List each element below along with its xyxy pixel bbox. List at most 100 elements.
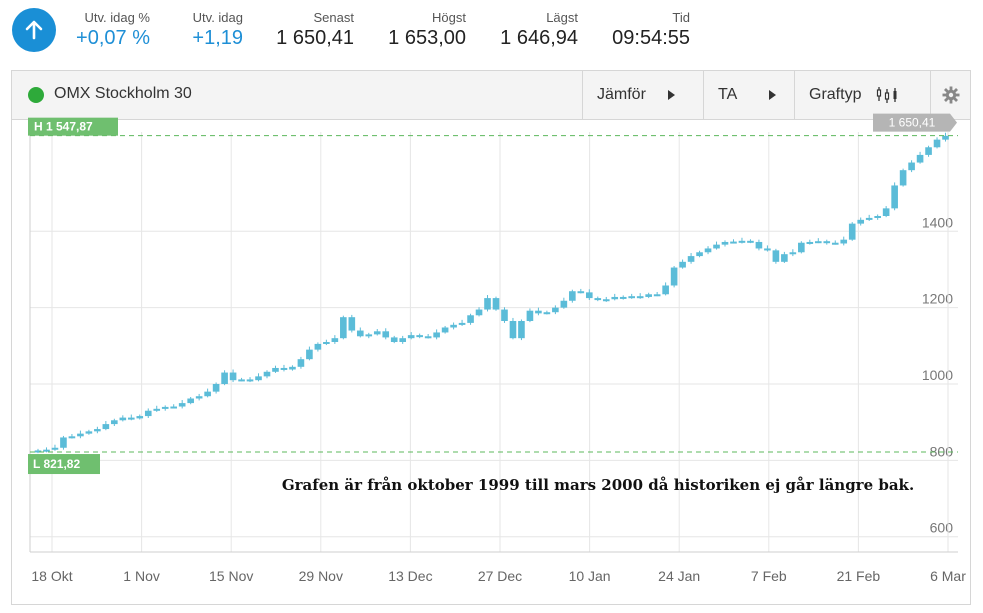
candle-body [238, 379, 245, 382]
candle-body [662, 285, 669, 295]
compare-label: Jämför [597, 86, 646, 103]
candle-body [501, 309, 508, 321]
candle-body [68, 436, 76, 439]
x-tick-label: 29 Nov [299, 568, 343, 584]
stat-change: Utv. idag +1,19 [170, 10, 243, 50]
x-tick-label: 21 Feb [837, 568, 881, 584]
candle-body [34, 450, 42, 453]
ta-button[interactable]: TA [703, 71, 794, 119]
candle-body [916, 154, 924, 163]
candle-body [458, 322, 466, 325]
compare-button[interactable]: Jämför [582, 71, 703, 119]
candle-body [789, 252, 797, 255]
candle-body [111, 420, 118, 425]
candle-body [891, 185, 898, 209]
candle-body [543, 312, 551, 315]
candle-body [51, 447, 59, 450]
stat-time: Tid 09:54:55 [598, 10, 690, 50]
candle-body [602, 299, 610, 302]
y-tick-label: 1200 [922, 291, 953, 307]
candle-body [204, 391, 211, 397]
candle-body [272, 367, 279, 372]
candle-body [509, 321, 517, 339]
instrument-name: OMX Stockholm 30 [54, 85, 192, 102]
candle-body [280, 367, 288, 370]
chart-annotation: Grafen är från oktober 1999 till mars 20… [282, 476, 914, 494]
candle-body [840, 239, 848, 244]
ta-label: TA [718, 86, 738, 103]
candle-body [747, 240, 754, 243]
candle-body [730, 241, 737, 244]
chart-type-label: Graftyp [809, 86, 862, 103]
x-tick-label: 15 Nov [209, 568, 253, 584]
high-label: H 1 547,87 [34, 120, 93, 134]
candle-body [645, 294, 652, 297]
chart-type-button[interactable]: Graftyp [794, 71, 930, 119]
stat-value: 1 653,00 [388, 27, 466, 49]
candle-body [653, 294, 661, 297]
candle-body [806, 241, 814, 244]
candle-body [467, 315, 474, 323]
stat-value: +0,07 % [76, 27, 150, 49]
x-tick-label: 1 Nov [123, 568, 160, 584]
candle-body [865, 217, 873, 220]
caret-right-icon [667, 90, 675, 100]
stat-last: Senast 1 650,41 [262, 10, 354, 50]
low-label-box [28, 454, 100, 475]
trend-up-button[interactable] [12, 8, 56, 52]
candle-body [908, 162, 915, 171]
candle-body [323, 342, 330, 344]
candle-body [314, 343, 322, 350]
candle-body [569, 291, 576, 301]
candle-body [492, 298, 500, 310]
candle-body [526, 310, 534, 321]
settings-button[interactable] [930, 71, 970, 119]
candle-body [85, 431, 93, 434]
y-tick-label: 800 [930, 443, 954, 459]
candle-body [577, 291, 585, 294]
candle-body [857, 219, 865, 224]
candle-body [585, 292, 593, 299]
candle-body [764, 248, 771, 251]
x-tick-label: 10 Jan [569, 568, 611, 584]
candle-body [399, 338, 407, 342]
candle-body [848, 223, 856, 240]
low-label: L 821,82 [33, 457, 80, 471]
stat-value: 09:54:55 [612, 27, 690, 49]
quote-header: Utv. idag % +0,07 % Utv. idag +1,19 Sena… [0, 0, 983, 62]
x-tick-label: 7 Feb [751, 568, 787, 584]
candle-body [772, 250, 780, 262]
candle-body [187, 398, 194, 404]
candle-body [297, 359, 305, 367]
candle-body [679, 261, 686, 268]
status-dot [28, 87, 44, 103]
stat-label: Utv. idag % [84, 10, 150, 25]
candle-body [611, 296, 619, 300]
candle-body [560, 300, 568, 308]
candle-body [628, 296, 636, 299]
candle-body [552, 307, 559, 313]
candle-body [178, 403, 186, 407]
y-tick-label: 600 [930, 520, 954, 536]
candle-body [882, 208, 890, 216]
candle-body [484, 298, 491, 310]
high-label-box [28, 117, 118, 136]
candle-body [424, 336, 432, 339]
candle-body [229, 372, 237, 381]
candle-body [221, 372, 228, 384]
candle-body [933, 139, 941, 148]
candle-body [899, 170, 907, 186]
candle-body [713, 244, 720, 249]
x-tick-label: 24 Jan [658, 568, 700, 584]
candle-body [390, 337, 398, 342]
stat-label: Tid [672, 10, 690, 25]
candle-body [348, 317, 356, 331]
candle-body [102, 424, 110, 430]
candle-body [755, 241, 763, 249]
stat-label: Lägst [546, 10, 578, 25]
chart-grid: 600 800 1000 1200 1400 18 Okt 1 Nov 15 Nov 29 No… [29, 132, 966, 584]
candle-body [475, 309, 483, 316]
candle-body [263, 371, 271, 377]
y-tick-label: 1000 [922, 367, 953, 383]
